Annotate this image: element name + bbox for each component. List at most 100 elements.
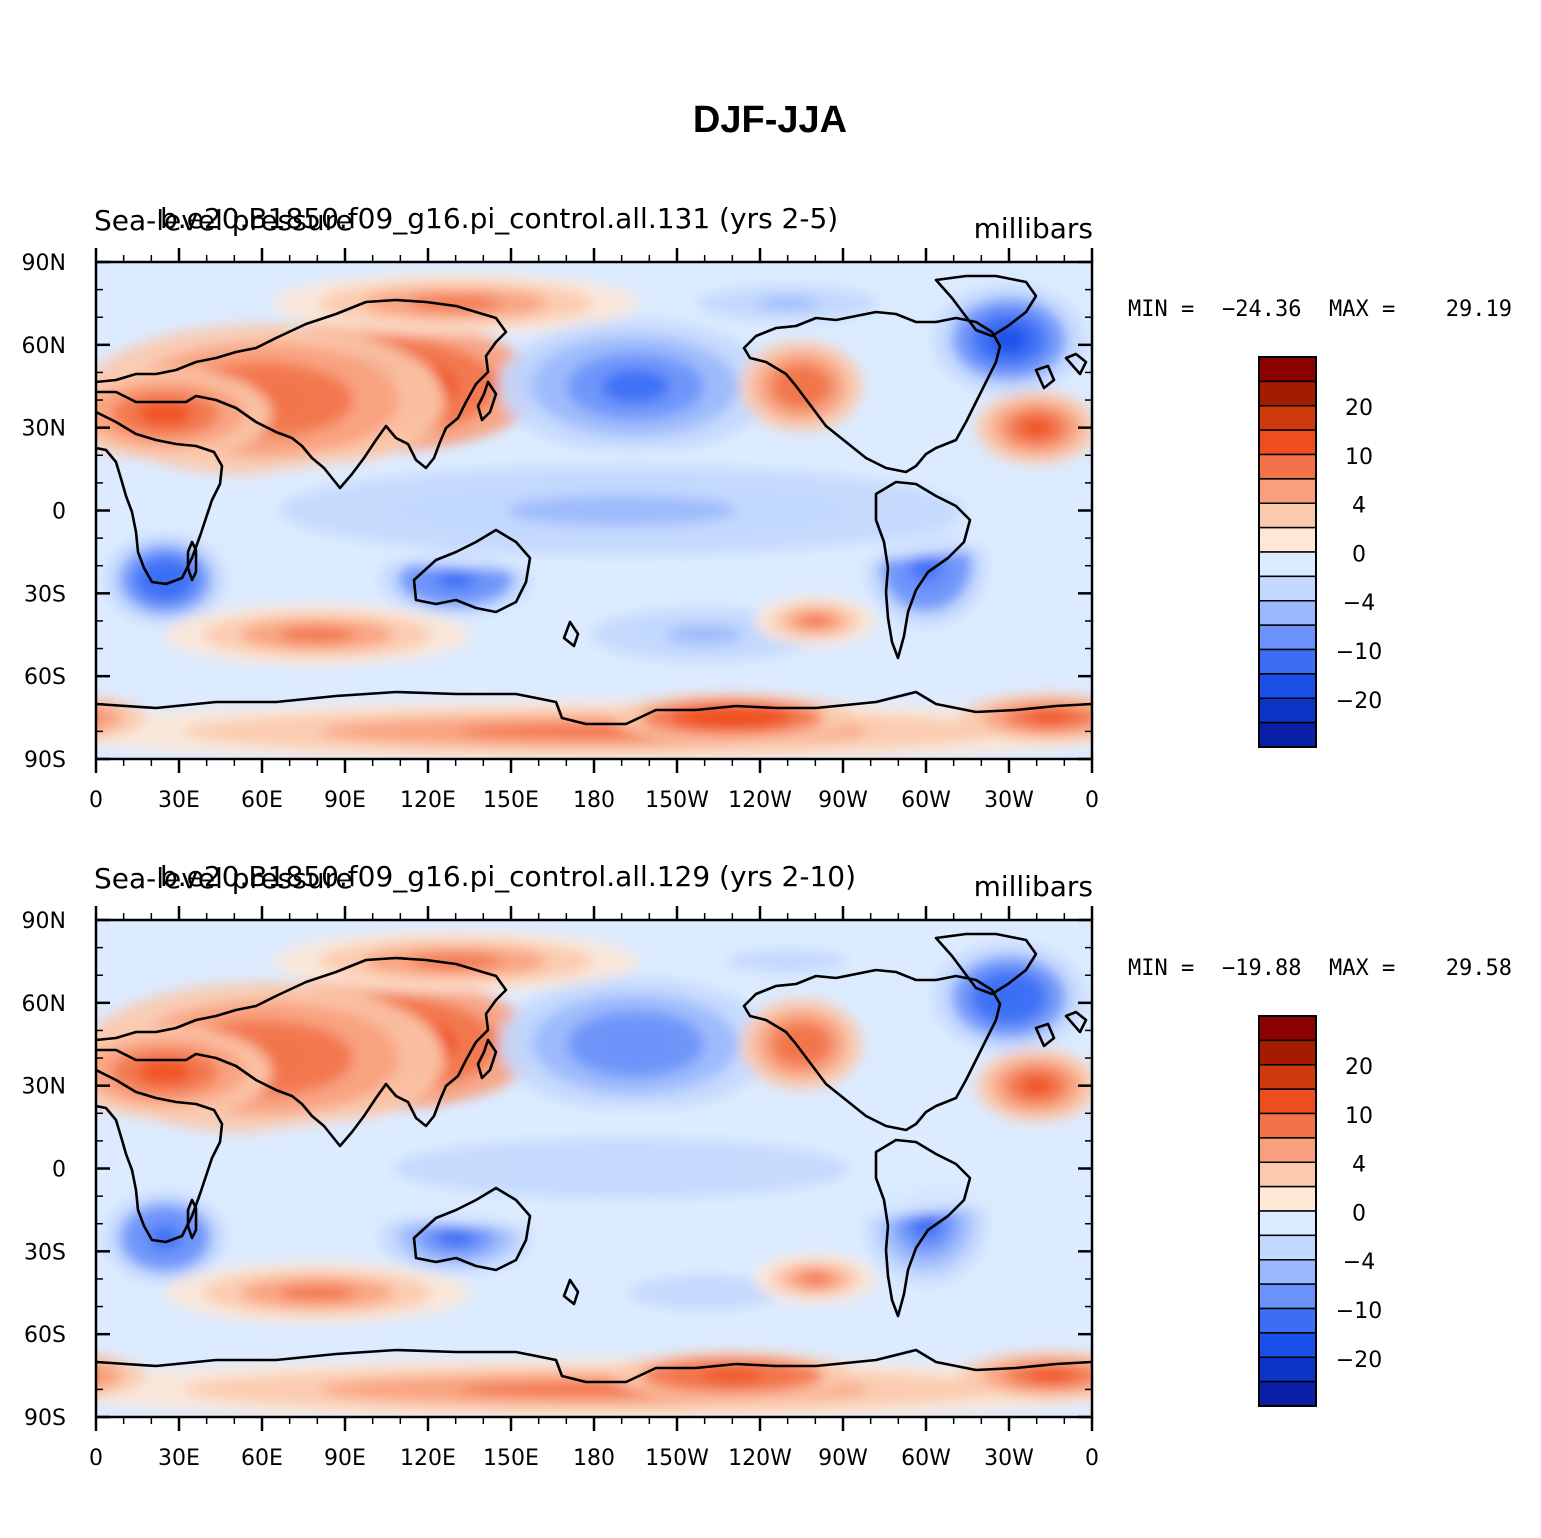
lat-tick-label: 0 [52, 1158, 66, 1183]
contour-region-wrap-20-1 [96, 1361, 123, 1391]
contour-region-8-3 [1021, 1076, 1052, 1095]
panel-top-min-label: MIN = [1128, 297, 1194, 322]
contour-region-20-3 [1027, 1369, 1074, 1382]
lon-tick-label: 150E [483, 1446, 539, 1471]
lon-tick-label: 120W [728, 788, 792, 813]
colorbar-box [1258, 502, 1317, 529]
lat-tick-label: 60S [24, 1323, 66, 1348]
contour-region-15-3 [279, 627, 356, 643]
lat-tick-label: 90N [22, 251, 66, 276]
colorbar-box [1258, 526, 1317, 553]
contour-region-12-3 [436, 1228, 475, 1247]
colorbar-label: 20 [1345, 396, 1373, 421]
contour-region-3-3 [138, 1060, 192, 1084]
lon-tick-label: 60E [241, 1446, 283, 1471]
panel-bottom-units: millibars [974, 870, 1093, 903]
colorbar-box [1258, 478, 1317, 504]
contour-region-13-3 [910, 550, 942, 581]
colorbar-box [1258, 1185, 1317, 1212]
panel-bottom-max-label: MAX = [1329, 956, 1395, 981]
lat-tick-label: 60N [22, 334, 66, 359]
contour-region-10-3 [757, 955, 819, 968]
contour-region-9-3 [786, 1032, 817, 1056]
panel-top-max-label: MAX = [1329, 297, 1395, 322]
panel-top-max-value: 29.19 [1446, 297, 1512, 322]
lon-tick-label: 60E [241, 788, 283, 813]
colorbar-label: 10 [1345, 445, 1373, 470]
lon-tick-label: 30W [984, 1446, 1034, 1471]
colorbar-box [1258, 1039, 1317, 1066]
colorbar-box [1258, 1307, 1317, 1334]
panel-top-contour-fill [96, 273, 1092, 759]
colorbar-label: 4 [1352, 1153, 1366, 1178]
colorbar-label: 10 [1345, 1104, 1373, 1129]
contour-region-16-3 [666, 625, 743, 644]
colorbar-label: 20 [1345, 1055, 1373, 1080]
colorbar-box [1258, 1332, 1317, 1358]
panel-top-min-value: −24.36 [1222, 297, 1301, 322]
lon-tick-label: 150W [645, 1446, 709, 1471]
colorbar-label: −10 [1336, 1299, 1382, 1324]
panel-bottom-max-value: 29.58 [1446, 956, 1512, 981]
colorbar-label: 4 [1352, 494, 1366, 519]
colorbar-box [1258, 453, 1317, 480]
panel-top-axes: 90N 60N 30N 0 30S 60S 90S 0 30E 60E 90E 120E 150E 180… [22, 248, 1099, 813]
contour-region-13-3 [910, 1208, 942, 1239]
panel-bottom-min-label: MIN = [1128, 956, 1194, 981]
lon-tick-label: 60W [901, 1446, 951, 1471]
figure-title: DJF-JJA [693, 99, 847, 141]
colorbar-label: −20 [1336, 689, 1382, 714]
contour-region-14-3 [507, 495, 736, 526]
lon-tick-label: 90W [818, 1446, 868, 1471]
lon-tick-label: 60W [901, 788, 951, 813]
lon-tick-label: 180 [573, 788, 615, 813]
lon-tick-label: 150E [483, 788, 539, 813]
colorbar-box [1258, 1234, 1317, 1261]
colorbar-box [1258, 1137, 1317, 1163]
contour-region-6-3 [601, 1027, 670, 1061]
lat-tick-label: 60N [22, 992, 66, 1017]
panel-bottom-case: b.e20.B1850.f09_g16.pi_control.all.129 (… [160, 860, 856, 893]
contour-region-15-3 [279, 1285, 356, 1301]
lat-tick-label: 30N [22, 1075, 66, 1100]
contour-region-10-3 [757, 297, 819, 310]
colorbar-box [1258, 380, 1317, 407]
lon-tick-label: 180 [573, 1446, 615, 1471]
colorbar-label: −20 [1336, 1348, 1382, 1373]
lon-tick-label: 0 [89, 788, 103, 813]
colorbar-box [1258, 721, 1317, 748]
colorbar-box [1258, 1210, 1317, 1237]
panel-top-colorbar: 20 10 4 0 −4 −10 −20 [1258, 356, 1382, 748]
colorbar-box [1258, 1356, 1317, 1383]
lon-tick-label: 0 [89, 1446, 103, 1471]
colorbar-box [1258, 1064, 1317, 1090]
panel-top-case: b.e20.B1850.f09_g16.pi_control.all.131 (… [160, 202, 838, 235]
lat-tick-label: 90N [22, 909, 66, 934]
contour-region-9-3 [786, 374, 817, 398]
panel-top-units: millibars [974, 212, 1093, 245]
colorbar-box [1258, 1161, 1317, 1188]
contour-region-4-3 [410, 295, 502, 312]
colorbar-box [1258, 356, 1317, 383]
lat-tick-label: 30N [22, 417, 66, 442]
contour-region-19-3 [701, 1369, 763, 1382]
contour-region-6-3 [601, 369, 670, 403]
contour-region-wrap-20-1 [96, 703, 123, 733]
colorbar-box [1258, 429, 1317, 456]
contour-region-12-3 [436, 570, 475, 589]
colorbar-box [1258, 405, 1317, 431]
contour-region-17-3 [800, 614, 831, 628]
colorbar-frame [1258, 356, 1317, 748]
colorbar-box [1258, 1088, 1317, 1115]
lat-tick-label: 30S [24, 1240, 66, 1265]
contour-region-11-3 [149, 1226, 181, 1249]
colorbar-box [1258, 1015, 1317, 1042]
colorbar-box [1258, 1259, 1317, 1285]
panel-top: Sea-level pressure b.e20.B1850.f09_g16.p… [22, 202, 1512, 813]
colorbar-box [1258, 673, 1317, 699]
contour-region-3-3 [138, 402, 192, 426]
contour-region-17-3 [800, 1272, 831, 1286]
contour-region-4-3 [410, 953, 502, 970]
panel-bottom-min-value: −19.88 [1222, 956, 1301, 981]
